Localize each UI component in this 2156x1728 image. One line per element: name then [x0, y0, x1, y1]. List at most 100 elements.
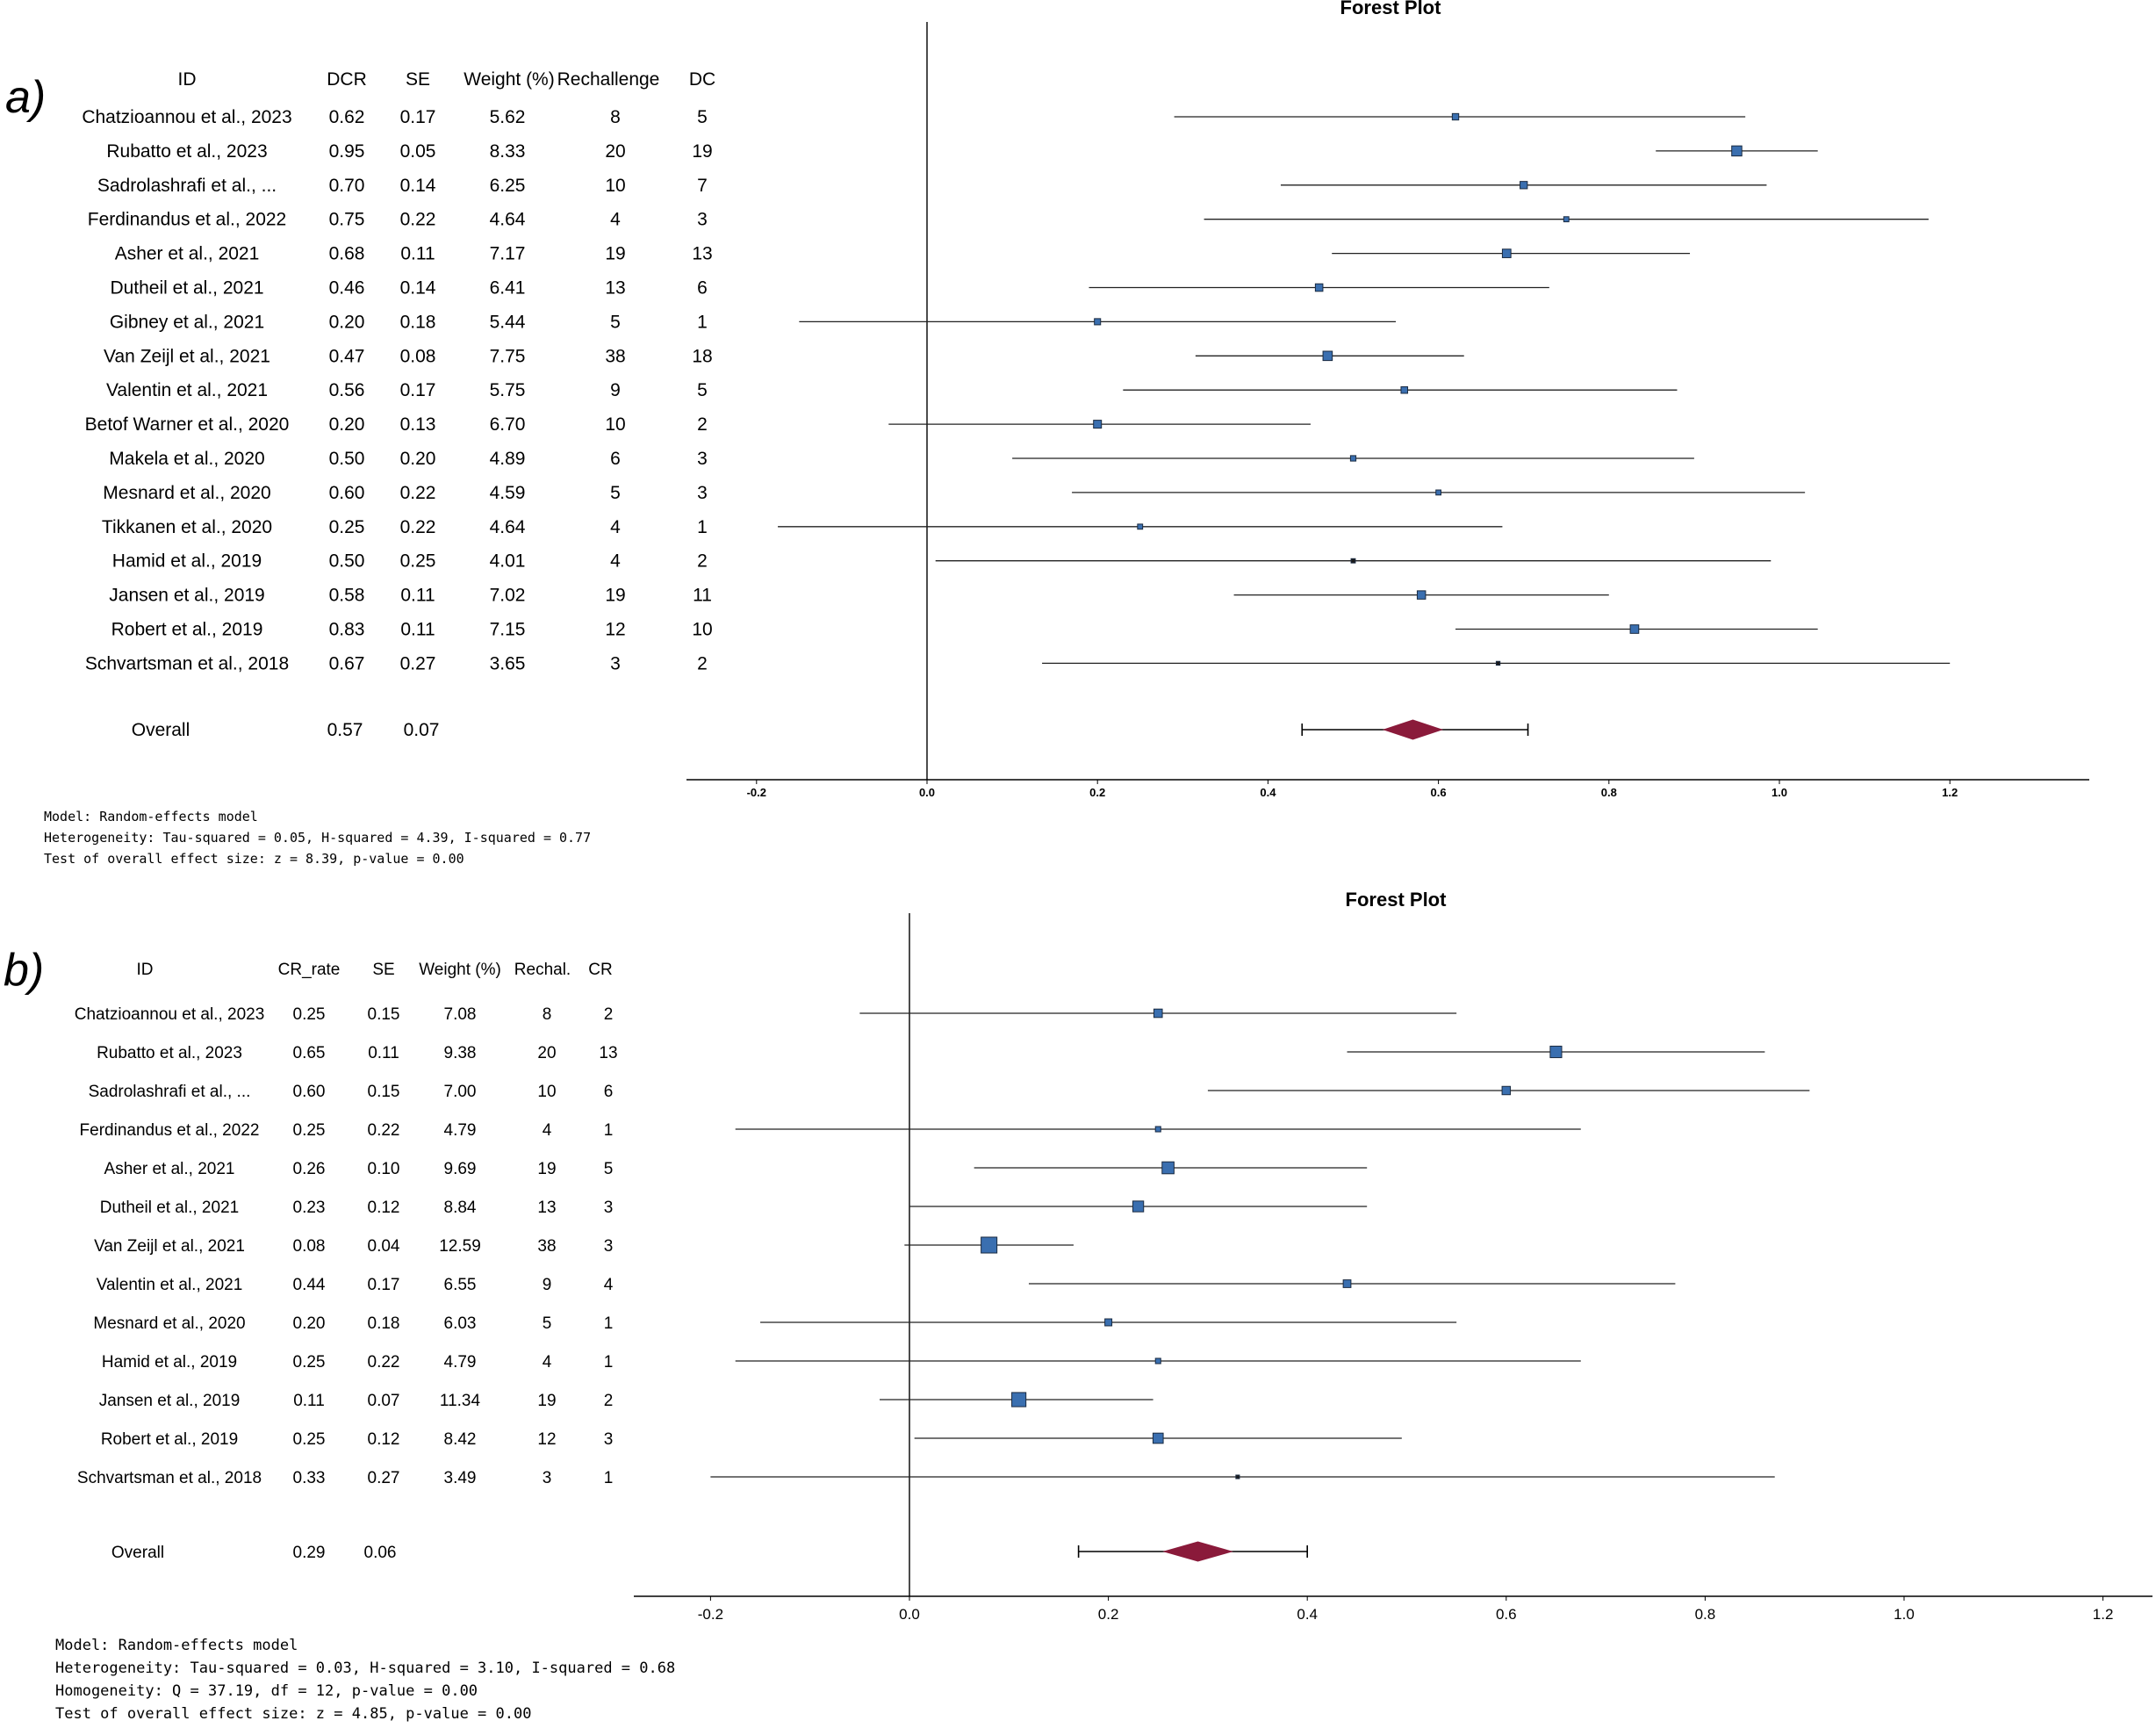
table-cell: 3.65	[490, 653, 526, 673]
effect-marker	[1520, 181, 1528, 190]
table-cell: 19	[605, 244, 625, 264]
table-cell: 9.38	[444, 1044, 477, 1062]
overall-rate: 0.29	[293, 1544, 326, 1562]
table-cell: 0.22	[400, 210, 436, 230]
table-cell: 10	[605, 176, 625, 196]
table-cell: 8	[610, 107, 621, 127]
x-tick-label: 0.0	[919, 786, 935, 799]
column-header: DCR	[327, 69, 367, 90]
table-cell: 12	[605, 620, 625, 640]
x-tick-label: 1.0	[1894, 1606, 1915, 1623]
table-cell: 5	[697, 107, 708, 127]
model-note: Model: Random-effects model	[55, 1637, 298, 1654]
study-label: Sadrolashrafi et al., ...	[97, 176, 277, 196]
study-label: Tikkanen et al., 2020	[102, 517, 272, 537]
table-cell: 0.17	[400, 380, 436, 400]
study-label: Mesnard et al., 2020	[93, 1314, 245, 1333]
table-cell: 0.23	[293, 1199, 326, 1217]
table-cell: 0.14	[400, 176, 436, 196]
table-cell: 5.75	[490, 380, 526, 400]
effect-marker	[1501, 1085, 1512, 1096]
table-cell: 20	[537, 1044, 556, 1062]
table-cell: 6	[697, 278, 708, 299]
table-cell: 19	[537, 1392, 556, 1410]
table-cell: 0.08	[400, 346, 436, 366]
table-cell: 10	[692, 620, 712, 640]
table-cell: 10	[605, 414, 625, 435]
table-cell: 10	[537, 1083, 556, 1101]
table-cell: 13	[599, 1044, 617, 1062]
table-cell: 5	[610, 483, 621, 503]
study-label: Asher et al., 2021	[104, 1160, 235, 1178]
study-label: Van Zeijl et al., 2021	[94, 1237, 245, 1256]
effect-marker	[981, 1236, 998, 1254]
table-cell: 4.89	[490, 449, 526, 469]
effect-marker	[1350, 558, 1356, 564]
table-cell: 18	[692, 346, 712, 366]
table-cell: 3	[697, 483, 708, 503]
x-tick-label: 0.0	[899, 1606, 920, 1623]
effect-marker	[1342, 1279, 1352, 1288]
study-label: Chatzioannou et al., 2023	[75, 1005, 265, 1024]
effect-marker	[1314, 283, 1324, 292]
effect-marker	[1152, 1432, 1164, 1444]
table-cell: 1	[604, 1314, 614, 1333]
table-cell: 0.04	[368, 1237, 400, 1256]
table-cell: 13	[605, 278, 625, 299]
overall-rate: 0.57	[327, 720, 363, 740]
panel-a: a) Forest Plot -0.2 0.0 0.2 0.4 0.6 0.8 1.0 1.2…	[5, 0, 2089, 867]
table-cell: 6.70	[490, 414, 526, 435]
table-cell: 4	[610, 551, 621, 572]
column-header: Rechal.	[514, 961, 571, 979]
table-cell: 3	[604, 1430, 614, 1449]
table-cell: 0.17	[368, 1276, 400, 1294]
column-header: DC	[689, 69, 715, 90]
column-header: ID	[137, 961, 154, 979]
table-cell: 2	[697, 551, 708, 572]
table-cell: 7.15	[490, 620, 526, 640]
effect-marker	[1435, 489, 1441, 496]
table-cell: 4	[543, 1353, 552, 1372]
table-cell: 7.08	[444, 1005, 477, 1024]
study-label: Sadrolashrafi et al., ...	[89, 1083, 251, 1101]
table-cell: 5	[697, 380, 708, 400]
table-cell: 4	[604, 1276, 614, 1294]
study-label: Makela et al., 2020	[109, 449, 264, 469]
table-cell: 4.01	[490, 551, 526, 572]
table-cell: 0.17	[400, 107, 436, 127]
panel-a-title: Forest Plot	[1340, 0, 1442, 18]
table-cell: 9	[543, 1276, 552, 1294]
table-cell: 1	[604, 1353, 614, 1372]
study-label: Hamid et al., 2019	[112, 551, 262, 572]
table-cell: 9.69	[444, 1160, 477, 1178]
x-tick-label: 0.6	[1496, 1606, 1517, 1623]
x-tick-label: 0.2	[1098, 1606, 1119, 1623]
table-cell: 7.75	[490, 346, 526, 366]
table-cell: 2	[604, 1005, 614, 1024]
table-cell: 3	[543, 1469, 552, 1487]
table-cell: 0.50	[329, 551, 365, 572]
overall-diamond	[1162, 1541, 1233, 1562]
table-cell: 9	[610, 380, 621, 400]
table-cell: 5.62	[490, 107, 526, 127]
study-label: Dutheil et al., 2021	[100, 1199, 239, 1217]
table-cell: 8.84	[444, 1199, 477, 1217]
table-cell: 0.44	[293, 1276, 326, 1294]
column-header: Weight (%)	[419, 961, 501, 979]
effect-marker	[1094, 318, 1102, 326]
table-cell: 6	[610, 449, 621, 469]
table-cell: 0.08	[293, 1237, 326, 1256]
study-label: Betof Warner et al., 2020	[85, 414, 290, 435]
table-cell: 7.17	[490, 244, 526, 264]
table-cell: 12	[537, 1430, 556, 1449]
effect-marker	[1153, 1008, 1163, 1019]
table-cell: 0.68	[329, 244, 365, 264]
table-cell: 0.60	[293, 1083, 326, 1101]
table-cell: 7.00	[444, 1083, 477, 1101]
table-cell: 0.60	[329, 483, 365, 503]
table-cell: 0.62	[329, 107, 365, 127]
table-cell: 1	[697, 312, 708, 332]
table-cell: 4	[543, 1121, 552, 1140]
overall-se: 0.06	[364, 1544, 397, 1562]
